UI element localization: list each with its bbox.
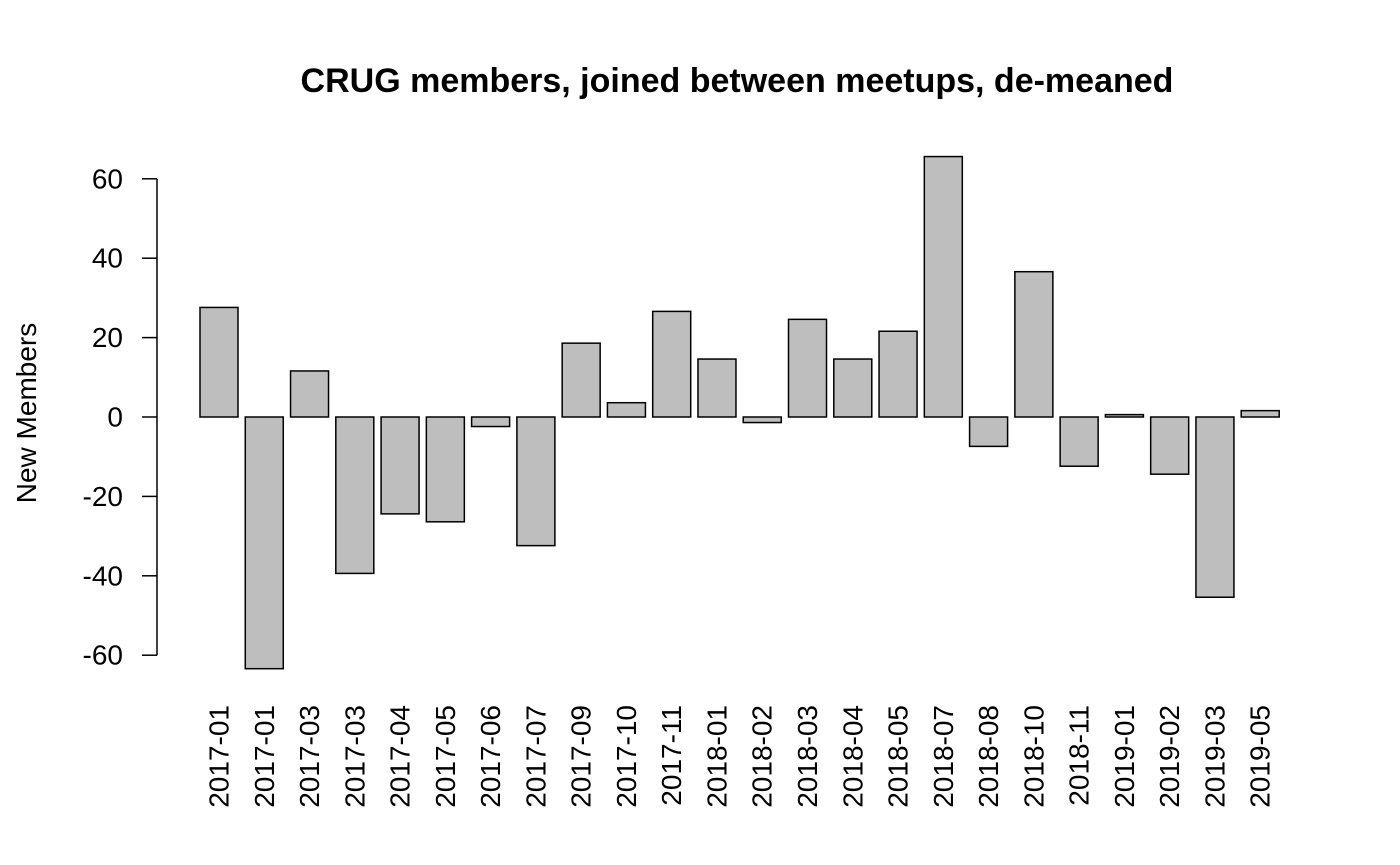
x-tick-label: 2018-05 bbox=[883, 705, 914, 808]
x-tick-label: 2019-02 bbox=[1154, 705, 1185, 808]
y-tick-label: -40 bbox=[83, 560, 123, 591]
bar bbox=[968, 416, 1009, 448]
bar bbox=[742, 416, 782, 424]
y-tick-label: 20 bbox=[92, 322, 123, 353]
y-tick-label: 0 bbox=[107, 402, 123, 433]
y-tick-label: -20 bbox=[83, 481, 123, 512]
y-axis-label: New Members bbox=[11, 323, 42, 503]
x-tick-label: 2017-03 bbox=[294, 705, 325, 808]
bar bbox=[1240, 409, 1280, 418]
x-tick-label: 2018-04 bbox=[837, 705, 868, 808]
bar bbox=[787, 318, 828, 418]
x-tick-label: 2018-10 bbox=[1018, 705, 1049, 808]
bar bbox=[1059, 416, 1099, 467]
bar bbox=[651, 310, 692, 418]
y-axis: -60 -40 -20 0 20 40 60 bbox=[83, 163, 158, 671]
x-tick-label: 2017-11 bbox=[656, 705, 687, 806]
x-tick-label: 2018-08 bbox=[973, 705, 1004, 808]
bars-group bbox=[199, 155, 1280, 670]
bar bbox=[244, 416, 285, 670]
x-axis-labels: 2017-01 2017-01 2017-03 2017-03 2017-04 2017-… bbox=[204, 705, 1276, 808]
x-tick-label: 2017-07 bbox=[520, 705, 551, 808]
x-tick-label: 2017-01 bbox=[204, 705, 235, 808]
bar bbox=[1149, 416, 1190, 475]
bar bbox=[335, 416, 375, 575]
bar bbox=[1104, 413, 1145, 418]
chart-title: CRUG members, joined between meetups, de… bbox=[301, 62, 1174, 100]
x-tick-label: 2019-01 bbox=[1109, 705, 1140, 808]
x-tick-label: 2017-10 bbox=[611, 705, 642, 808]
x-tick-label: 2017-05 bbox=[430, 705, 461, 808]
x-tick-label: 2017-06 bbox=[475, 705, 506, 808]
x-tick-label: 2017-09 bbox=[566, 705, 597, 808]
y-tick-label: 60 bbox=[92, 163, 123, 194]
bar bbox=[561, 342, 601, 418]
bar bbox=[199, 306, 239, 418]
x-tick-label: 2018-07 bbox=[928, 705, 959, 808]
bar bbox=[606, 401, 647, 418]
x-tick-label: 2018-02 bbox=[747, 705, 778, 808]
bar bbox=[923, 155, 964, 418]
x-tick-label: 2019-05 bbox=[1245, 705, 1276, 808]
bar bbox=[833, 358, 873, 418]
bar bbox=[516, 416, 556, 547]
x-tick-label: 2018-01 bbox=[701, 705, 732, 808]
y-tick-label: -60 bbox=[83, 640, 123, 671]
bar bbox=[1014, 270, 1054, 418]
bar bbox=[425, 416, 466, 523]
bar bbox=[878, 330, 918, 418]
x-tick-label: 2018-11 bbox=[1064, 705, 1095, 806]
x-tick-label: 2017-01 bbox=[249, 705, 280, 808]
x-tick-label: 2017-04 bbox=[385, 705, 416, 808]
x-tick-label: 2018-03 bbox=[792, 705, 823, 808]
x-tick-label: 2017-03 bbox=[339, 705, 370, 808]
bar bbox=[289, 370, 330, 418]
bar bbox=[1195, 416, 1235, 598]
y-tick-label: 40 bbox=[92, 243, 123, 274]
bar bbox=[697, 358, 737, 418]
bar bbox=[470, 416, 511, 428]
x-tick-label: 2019-03 bbox=[1199, 705, 1230, 808]
bar bbox=[380, 416, 420, 515]
